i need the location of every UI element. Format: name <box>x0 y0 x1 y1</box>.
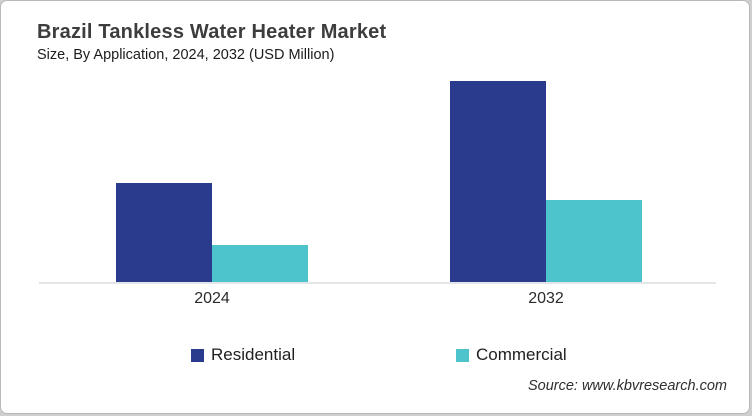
legend-label-residential: Residential <box>211 345 296 364</box>
legend-item-residential: Residential <box>191 345 295 365</box>
legend-swatch-residential <box>191 348 204 362</box>
chart-subtitle: Size, By Application, 2024, 2032 (USD Mi… <box>37 47 335 63</box>
legend-item-commercial: Commercial <box>456 345 567 365</box>
bar-residential-2032 <box>450 81 546 282</box>
legend-label-commercial: Commercial <box>476 345 567 364</box>
x-axis-line <box>39 282 716 284</box>
x-tick-2024: 2024 <box>194 290 230 307</box>
bar-commercial-2032 <box>546 200 642 282</box>
source-credit: Source: www.kbvresearch.com <box>527 378 727 394</box>
legend: Residential Commercial <box>1 345 749 369</box>
x-tick-2032: 2032 <box>528 290 564 307</box>
bar-residential-2024 <box>116 183 212 282</box>
plot-area: 2024 2032 <box>1 1 749 321</box>
legend-swatch-commercial <box>456 348 469 362</box>
bar-commercial-2024 <box>212 245 308 282</box>
chart-title: Brazil Tankless Water Heater Market <box>37 21 387 43</box>
